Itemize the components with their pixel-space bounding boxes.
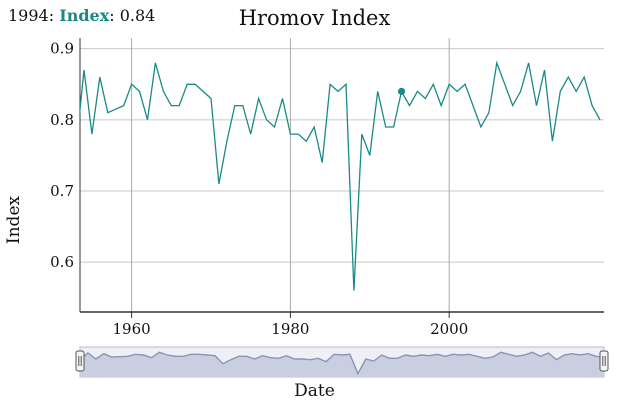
handle-grip[interactable] [75,350,85,372]
x-tick-label: 1960 [113,320,151,338]
y-tick-label: 0.9 [50,40,74,58]
navigator-right-handle[interactable] [599,350,609,372]
navigator-line [79,351,605,376]
y-tick-label: 0.6 [50,253,74,271]
tick-labels: 0.6 0.7 0.8 0.9 1960 1980 2000 [50,40,468,338]
navigator-left-handle[interactable] [75,350,85,372]
x-tick-label: 1980 [271,320,309,338]
grid [80,38,604,312]
hover-readout: 1994: Index: 0.84 [8,6,155,25]
readout-value: : 0.84 [109,6,156,25]
x-axis-label: Date [294,381,335,401]
x-tick-label: 2000 [430,320,468,338]
highlight-point[interactable] [397,87,406,95]
chart-title: Hromov Index [238,6,391,30]
navigator-area [80,352,604,377]
readout-series-name: Index [59,6,110,25]
readout-year: 1994: [8,6,55,25]
handle-grip[interactable] [599,350,609,372]
series-line-index [80,60,601,291]
y-tick-label: 0.8 [50,111,74,129]
range-navigator[interactable] [75,346,609,378]
y-tick-label: 0.7 [50,182,74,200]
